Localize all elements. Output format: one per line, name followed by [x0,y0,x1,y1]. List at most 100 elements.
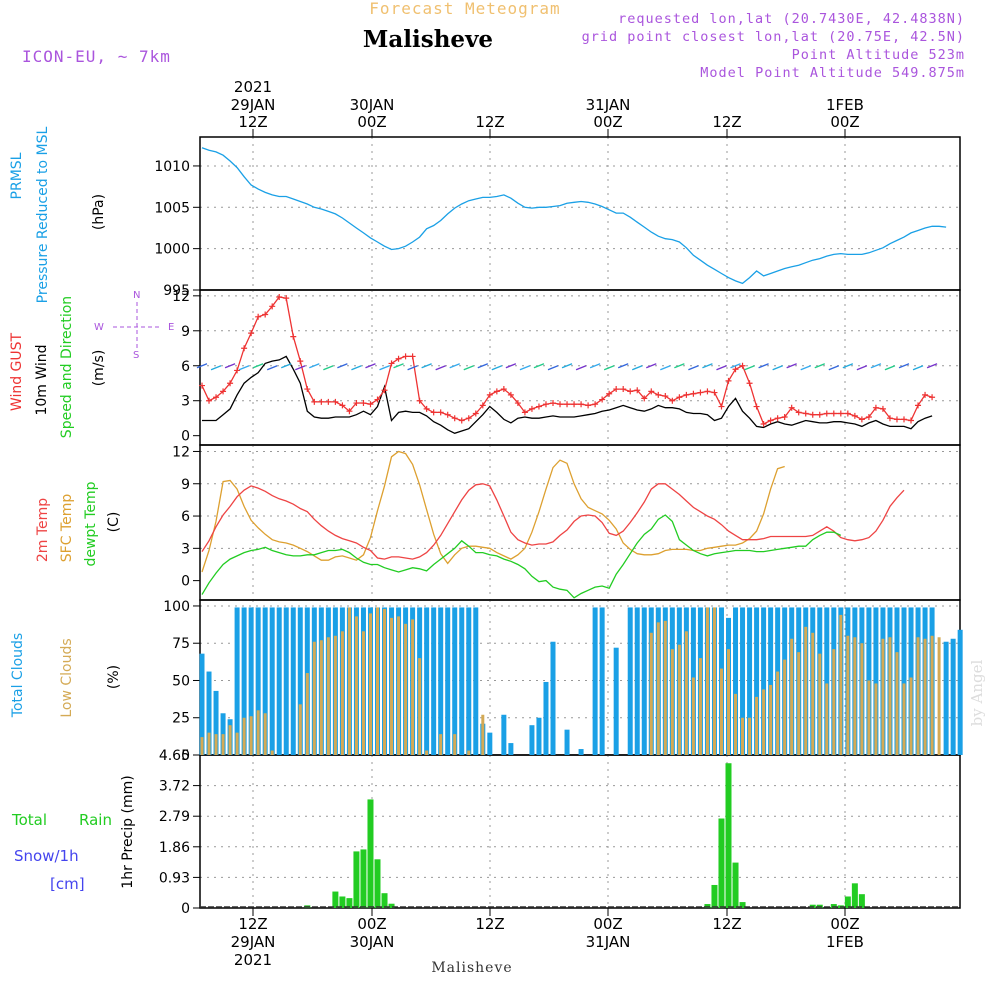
wind-direction-arrow [365,363,376,369]
wind-gust-line-marker [360,400,367,407]
wind-gust-line-marker [332,398,339,405]
total-cloud-bar [248,607,254,755]
y-tick-label: 0 [181,574,190,590]
low-cloud-bar [712,607,716,755]
y-tick-label: 1005 [154,200,190,216]
wind-gust-line-marker [872,404,879,411]
wind-direction-arrow [800,365,811,371]
wind-gust-line-marker [711,389,718,396]
low-cloud-bar [354,616,358,755]
low-cloud-bar [923,638,927,755]
pressure-label-msl: Pressure Reduced to MSL [35,126,51,303]
wind-gust-line-marker [550,400,556,407]
wind-gust-line-marker [753,403,760,410]
wind-gust-line-marker [423,405,430,412]
wind-gust-line-marker [592,401,599,408]
y-tick-label: 12 [172,444,190,460]
wind-gust-line-marker [725,377,732,384]
precip-unit: 1hr Precip (mm) [120,775,136,888]
pressure-unit: (hPa) [91,194,107,230]
wind-gust-line-marker [676,394,683,401]
top-x-tick-label: 12Z [238,113,267,131]
wind-direction-arrow [744,365,755,371]
wind-gust-line-marker [276,293,283,300]
total-cloud-bar [262,607,268,755]
low-cloud-bar [214,734,218,755]
compass-west: W [94,322,104,333]
low-cloud-bar [832,649,836,755]
bottom-x-tick-label: 29JAN [231,933,276,951]
low-cloud-bar [263,713,267,755]
y-tick-label: 6 [181,359,190,375]
rain-bar [353,851,360,908]
low-cloud-bar [698,658,702,755]
wind-direction-arrow [631,365,643,371]
wind-gust-line-marker [437,409,444,416]
wind-direction-arrow [870,363,882,369]
sfc-temp-line [201,450,785,573]
wind-direction-arrow [407,365,418,371]
low-cloud-bar [783,659,787,755]
top-x-tick-label: 12Z [475,113,504,131]
low-cloud-bar [305,673,309,755]
wind-gust-line-marker [535,403,542,410]
low-cloud-bar [390,617,394,755]
y-tick-label: 1.86 [159,840,190,856]
total-cloud-bar [592,607,598,755]
rain-bar [346,898,353,908]
low-cloud-bar [242,717,246,755]
total-cloud-bar [564,729,570,755]
total-cloud-bar [529,725,535,755]
wind-direction-arrow [912,365,924,371]
rain-bar [739,902,746,908]
low-cloud-bar [811,632,815,755]
wind-gust-line-marker [213,394,220,401]
low-cloud-bar [418,658,422,755]
total-cloud-bar [768,607,774,755]
wind-gust-line-marker [241,345,248,352]
y-tick-label: 6 [181,509,190,525]
wind-gust-line-marker [830,410,837,417]
rain-bar [830,904,837,908]
model-altitude: Model Point Altitude 549.875m [700,65,965,81]
low-cloud-bar [719,668,723,755]
rain-bar [374,859,381,908]
low-cloud-bar [727,649,730,755]
wind-gust-line-marker [234,367,241,374]
wind-gust-line-marker [381,387,388,394]
total-cloud-bar [276,607,282,755]
low-cloud-bar [326,637,330,755]
low-cloud-bar [677,644,681,755]
total-cloud-bar [508,743,514,755]
low-cloud-bar [256,710,260,755]
wind-gust-line-marker [613,386,620,393]
y-tick-label: 9 [181,324,190,340]
wind-gust-line-marker [788,404,795,411]
clouds-unit: (%) [106,665,122,689]
low-cloud-bar [881,638,885,755]
wind-gust-line-marker [718,403,725,410]
low-cloud-bar [748,717,752,755]
wind-direction-arrow [842,363,854,369]
wind-gust-line-marker [311,398,318,405]
total-cloud-bar [901,607,907,755]
low-cloud-bar [930,635,934,755]
y-tick-label: 0 [181,901,190,917]
total-cloud-bar [438,607,444,755]
y-tick-label: 1010 [154,159,190,175]
total-cloud-bar [501,714,507,755]
top-x-tick-label: 29JAN [231,96,276,114]
total-cloud-bar [957,629,963,755]
wind-direction-arrow [884,365,896,371]
grid-point-coords: grid point closest lon,lat (20.75E, 42.5… [582,29,965,45]
precip-total-label: Total [11,811,47,829]
compass-rose: W E N S [94,290,174,361]
prmsl-line [201,147,947,285]
rain-bar [367,799,374,908]
bottom-x-tick-label: 12Z [712,915,741,933]
total-cloud-bar [297,607,303,755]
wind-direction-arrow [505,363,517,369]
top-x-tick-label: 2021 [234,78,272,96]
total-cloud-bar [613,647,619,755]
